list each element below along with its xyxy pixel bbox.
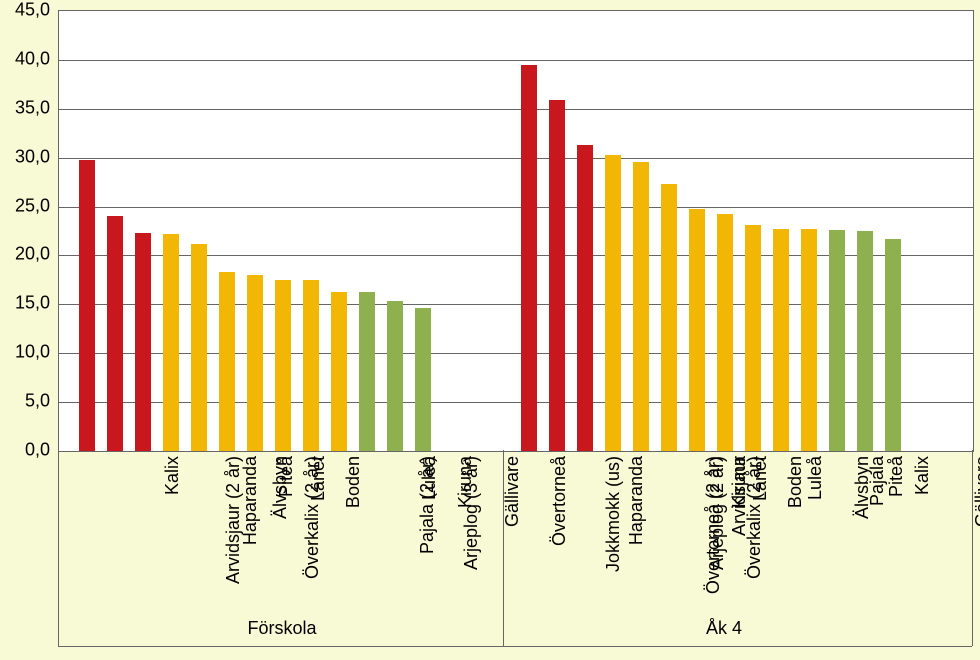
x-tick-label: Haparanda (240, 456, 261, 545)
bar (219, 272, 235, 451)
x-tick-label: Piteå (276, 456, 297, 497)
bar (135, 233, 151, 451)
bar (857, 231, 873, 451)
x-tick-label: Kiruna (455, 456, 476, 508)
y-tick-label: 0,0 (0, 440, 50, 461)
y-tick-label: 35,0 (0, 97, 50, 118)
x-tick-label: Boden (343, 456, 364, 508)
x-tick-label: Kalix (912, 456, 933, 495)
chart-container: 0,0 5,0 10,0 15,0 20,0 25,0 30,0 35,0 40,0 45,0 Ar… (0, 0, 980, 660)
bar (885, 239, 901, 451)
bar (331, 292, 347, 451)
bar (717, 214, 733, 451)
group-label: Förskola (78, 618, 486, 639)
x-tick-label: Haparanda (626, 456, 647, 545)
x-tick-label: Länet (308, 456, 329, 501)
bar (79, 160, 95, 451)
x-tick-label: Gällivare (502, 456, 523, 527)
y-tick-label: 30,0 (0, 146, 50, 167)
x-tick-label: Kiruna (729, 456, 750, 508)
bar (577, 145, 593, 451)
x-tick-label: Boden (785, 456, 806, 508)
x-tick-label: Luleå (419, 456, 440, 500)
x-tick-label: Gällivare (972, 456, 980, 527)
gridline (59, 207, 973, 208)
bar (163, 234, 179, 451)
plot-area (58, 10, 974, 452)
bar (521, 65, 537, 451)
x-tick-label: Piteå (886, 456, 907, 497)
bar (247, 275, 263, 451)
group-separator (972, 450, 973, 646)
group-label: Åk 4 (520, 618, 928, 639)
bar (689, 209, 705, 451)
bar (801, 229, 817, 451)
y-tick-label: 25,0 (0, 195, 50, 216)
x-tick-label: Luleå (805, 456, 826, 500)
bar (661, 184, 677, 451)
bar (359, 292, 375, 451)
bar (275, 280, 291, 451)
x-tick-label: Arjeplog (2 år) (707, 456, 728, 570)
bar (605, 155, 621, 451)
gridline (59, 158, 973, 159)
x-tick-label: Länet (750, 456, 771, 501)
y-tick-label: 15,0 (0, 293, 50, 314)
bar (303, 280, 319, 451)
bottom-border (58, 646, 972, 647)
gridline (59, 109, 973, 110)
x-tick-label: Jokkmokk (us) (603, 456, 624, 572)
bar (745, 225, 761, 451)
x-tick-label: Kalix (162, 456, 183, 495)
bar (191, 244, 207, 451)
gridline (59, 60, 973, 61)
y-tick-label: 20,0 (0, 244, 50, 265)
y-tick-label: 10,0 (0, 342, 50, 363)
x-tick-label: Övertorneå (549, 456, 570, 546)
bar (549, 100, 565, 451)
bar (633, 162, 649, 451)
bar (829, 230, 845, 451)
x-tick-label: Pajala (867, 456, 888, 506)
y-tick-label: 45,0 (0, 0, 50, 21)
group-separator (503, 450, 504, 646)
y-tick-label: 5,0 (0, 391, 50, 412)
bar (773, 229, 789, 451)
y-tick-label: 40,0 (0, 48, 50, 69)
group-separator (58, 450, 59, 646)
bar (387, 301, 403, 451)
bar (107, 216, 123, 451)
bar (415, 308, 431, 451)
